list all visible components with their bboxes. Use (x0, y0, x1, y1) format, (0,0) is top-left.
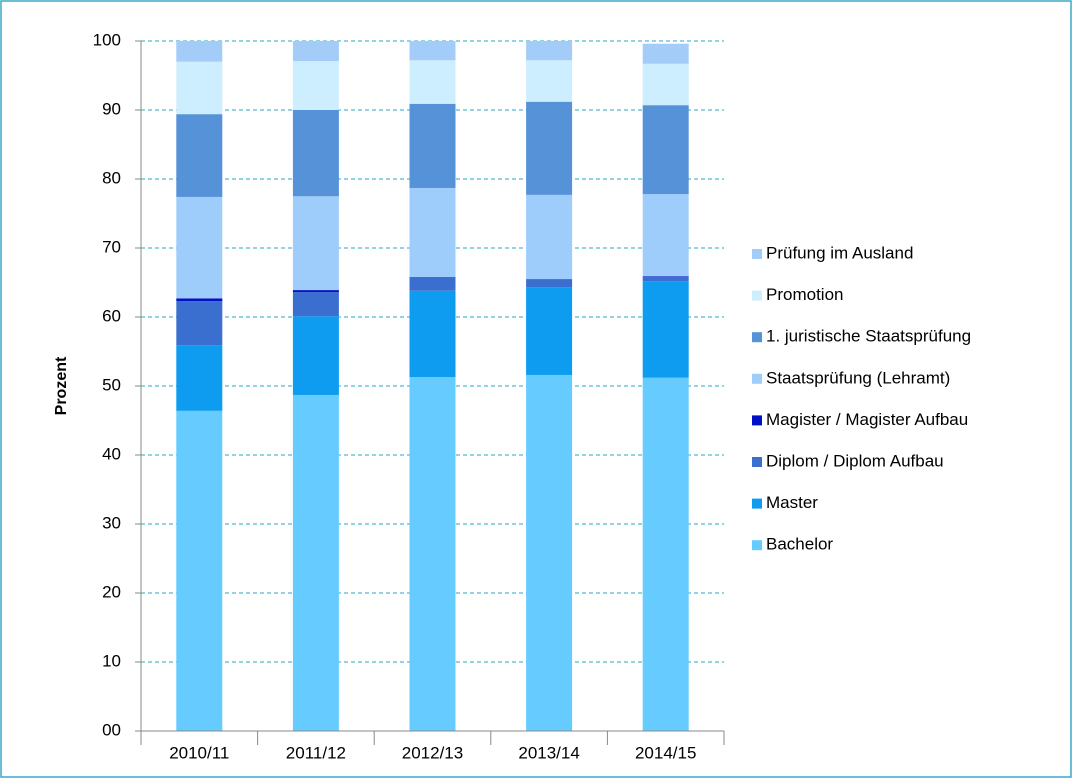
bar-segment (642, 43, 689, 64)
legend-swatch (752, 415, 762, 426)
y-tick-label: 50 (102, 375, 121, 394)
bar-segment (409, 41, 456, 61)
bar-segment (642, 276, 689, 277)
bar-segment (526, 60, 573, 102)
bar-segment (292, 290, 339, 293)
bar-segment (526, 287, 573, 375)
bar-segment (176, 61, 223, 115)
legend-swatch (752, 540, 762, 551)
bar-segment (409, 276, 456, 291)
legend-label: 1. juristische Staatsprüfung (766, 327, 971, 346)
bar-segment (642, 105, 689, 195)
y-tick-label: 40 (102, 444, 121, 463)
x-tick-label: 2010/11 (169, 743, 229, 762)
bar-segment (409, 377, 456, 731)
bar-segment (176, 298, 223, 302)
bar-segment (292, 196, 339, 291)
y-tick-label: 100 (93, 30, 121, 49)
legend-swatch (752, 332, 762, 343)
legend-swatch (752, 373, 762, 384)
bar-segment (409, 103, 456, 188)
y-tick-label: 30 (102, 513, 121, 532)
legend-label: Magister / Magister Aufbau (766, 410, 968, 429)
bar-segment (176, 114, 223, 197)
bar-segment (642, 276, 689, 282)
x-tick-label: 2011/12 (286, 743, 346, 762)
legend-swatch (752, 249, 762, 259)
bar-segment (292, 316, 339, 395)
bar-segment (642, 194, 689, 277)
y-tick-label: 20 (102, 582, 121, 601)
legend-swatch (752, 290, 762, 301)
bar-segment (409, 290, 456, 378)
bar-segment (526, 374, 573, 731)
legend-swatch (752, 457, 762, 467)
bar-segment (292, 394, 339, 731)
y-tick-label: 60 (102, 306, 121, 325)
x-tick-label: 2013/14 (518, 743, 579, 762)
bar-segment (292, 41, 339, 62)
bar-segment (642, 281, 689, 378)
y-tick-label: 70 (102, 237, 121, 256)
bar-segment (409, 60, 456, 104)
bar-segment (526, 279, 573, 288)
bar-segment (409, 187, 456, 277)
y-tick-label: 80 (102, 168, 121, 187)
legend-label: Prüfung im Ausland (766, 243, 913, 262)
legend-label: Diplom / Diplom Aufbau (766, 451, 944, 470)
bar-segment (176, 410, 223, 731)
y-axis-label: Prozent (53, 356, 70, 415)
bar-segment (292, 292, 339, 317)
y-tick-label: 00 (102, 720, 121, 739)
y-tick-label: 90 (102, 99, 121, 118)
legend-label: Bachelor (766, 535, 833, 554)
legend-label: Promotion (766, 285, 843, 304)
bar-segment (176, 196, 223, 299)
bar-segment (176, 301, 223, 346)
legend-label: Master (766, 493, 818, 512)
y-tick-label: 10 (102, 651, 121, 670)
bar-segment (292, 61, 339, 110)
bar-segment (176, 41, 223, 62)
x-tick-label: 2012/13 (402, 743, 463, 762)
legend-swatch (752, 498, 762, 509)
bar-segment (526, 194, 573, 280)
bar-segment (176, 345, 223, 411)
bar-segment (526, 41, 573, 61)
bar-segment (642, 63, 689, 106)
bar-segment (642, 377, 689, 731)
x-tick-label: 2014/15 (635, 743, 696, 762)
bar-segment (526, 101, 573, 195)
bar-segment (292, 110, 339, 197)
legend-label: Staatsprüfung (Lehramt) (766, 368, 950, 387)
